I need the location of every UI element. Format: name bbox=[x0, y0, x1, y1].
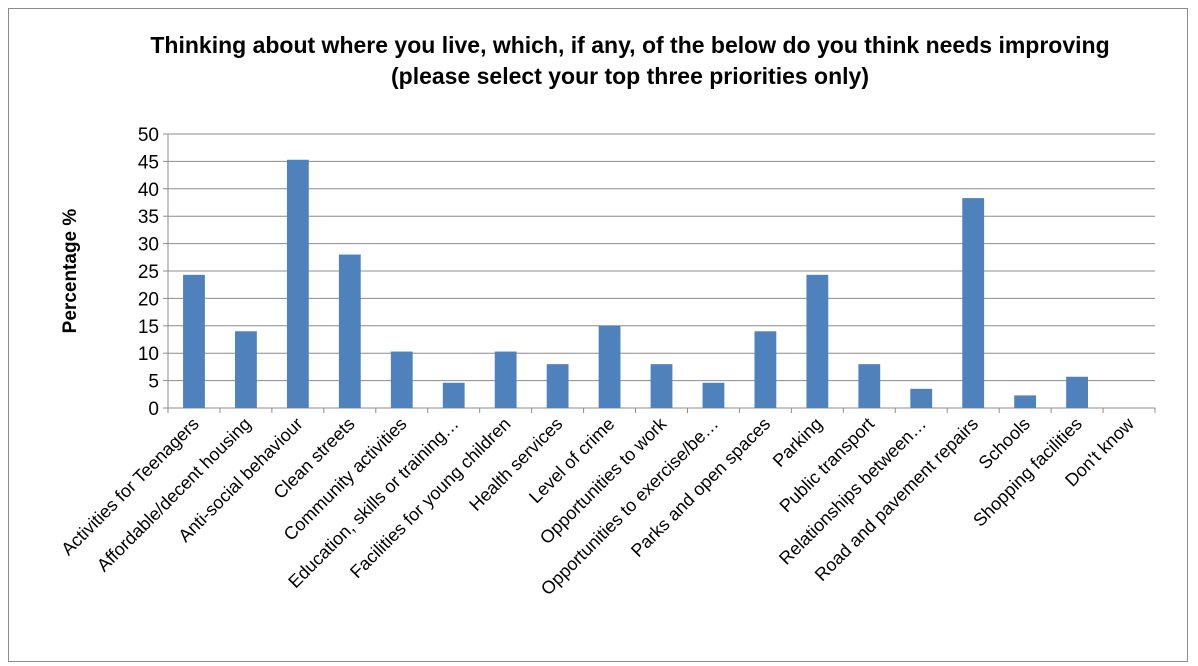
bar bbox=[1014, 395, 1037, 408]
y-tick-label: 10 bbox=[138, 344, 159, 365]
bar bbox=[235, 331, 257, 408]
bar bbox=[910, 388, 933, 408]
bar bbox=[286, 159, 309, 408]
bar bbox=[754, 331, 777, 408]
bar bbox=[183, 274, 205, 408]
y-tick-label: 20 bbox=[138, 289, 159, 310]
bar bbox=[390, 351, 413, 408]
bar bbox=[598, 325, 621, 408]
bar bbox=[442, 382, 465, 408]
bar bbox=[494, 351, 517, 408]
y-tick-label: 30 bbox=[138, 235, 159, 256]
bar bbox=[338, 254, 361, 408]
bar bbox=[650, 364, 673, 408]
y-tick-label: 40 bbox=[138, 180, 159, 201]
bar bbox=[806, 274, 829, 408]
y-tick-label: 45 bbox=[138, 152, 159, 173]
y-tick-label: 50 bbox=[138, 125, 159, 146]
y-tick-label: 25 bbox=[138, 262, 159, 283]
y-tick-label: 5 bbox=[148, 372, 159, 393]
bar bbox=[702, 382, 725, 408]
y-tick-label: 15 bbox=[138, 317, 159, 338]
y-tick-label: 35 bbox=[138, 207, 159, 228]
category-label: Health services bbox=[465, 414, 566, 515]
chart-title: Thinking about where you live, which, if… bbox=[150, 32, 1110, 89]
bar bbox=[962, 198, 985, 408]
category-label: Public transport bbox=[776, 414, 879, 517]
bar bbox=[858, 364, 881, 408]
bar bbox=[1066, 376, 1088, 408]
y-axis-title: Percentage % bbox=[60, 209, 81, 334]
bar bbox=[546, 364, 569, 408]
y-tick-label: 0 bbox=[148, 399, 159, 420]
